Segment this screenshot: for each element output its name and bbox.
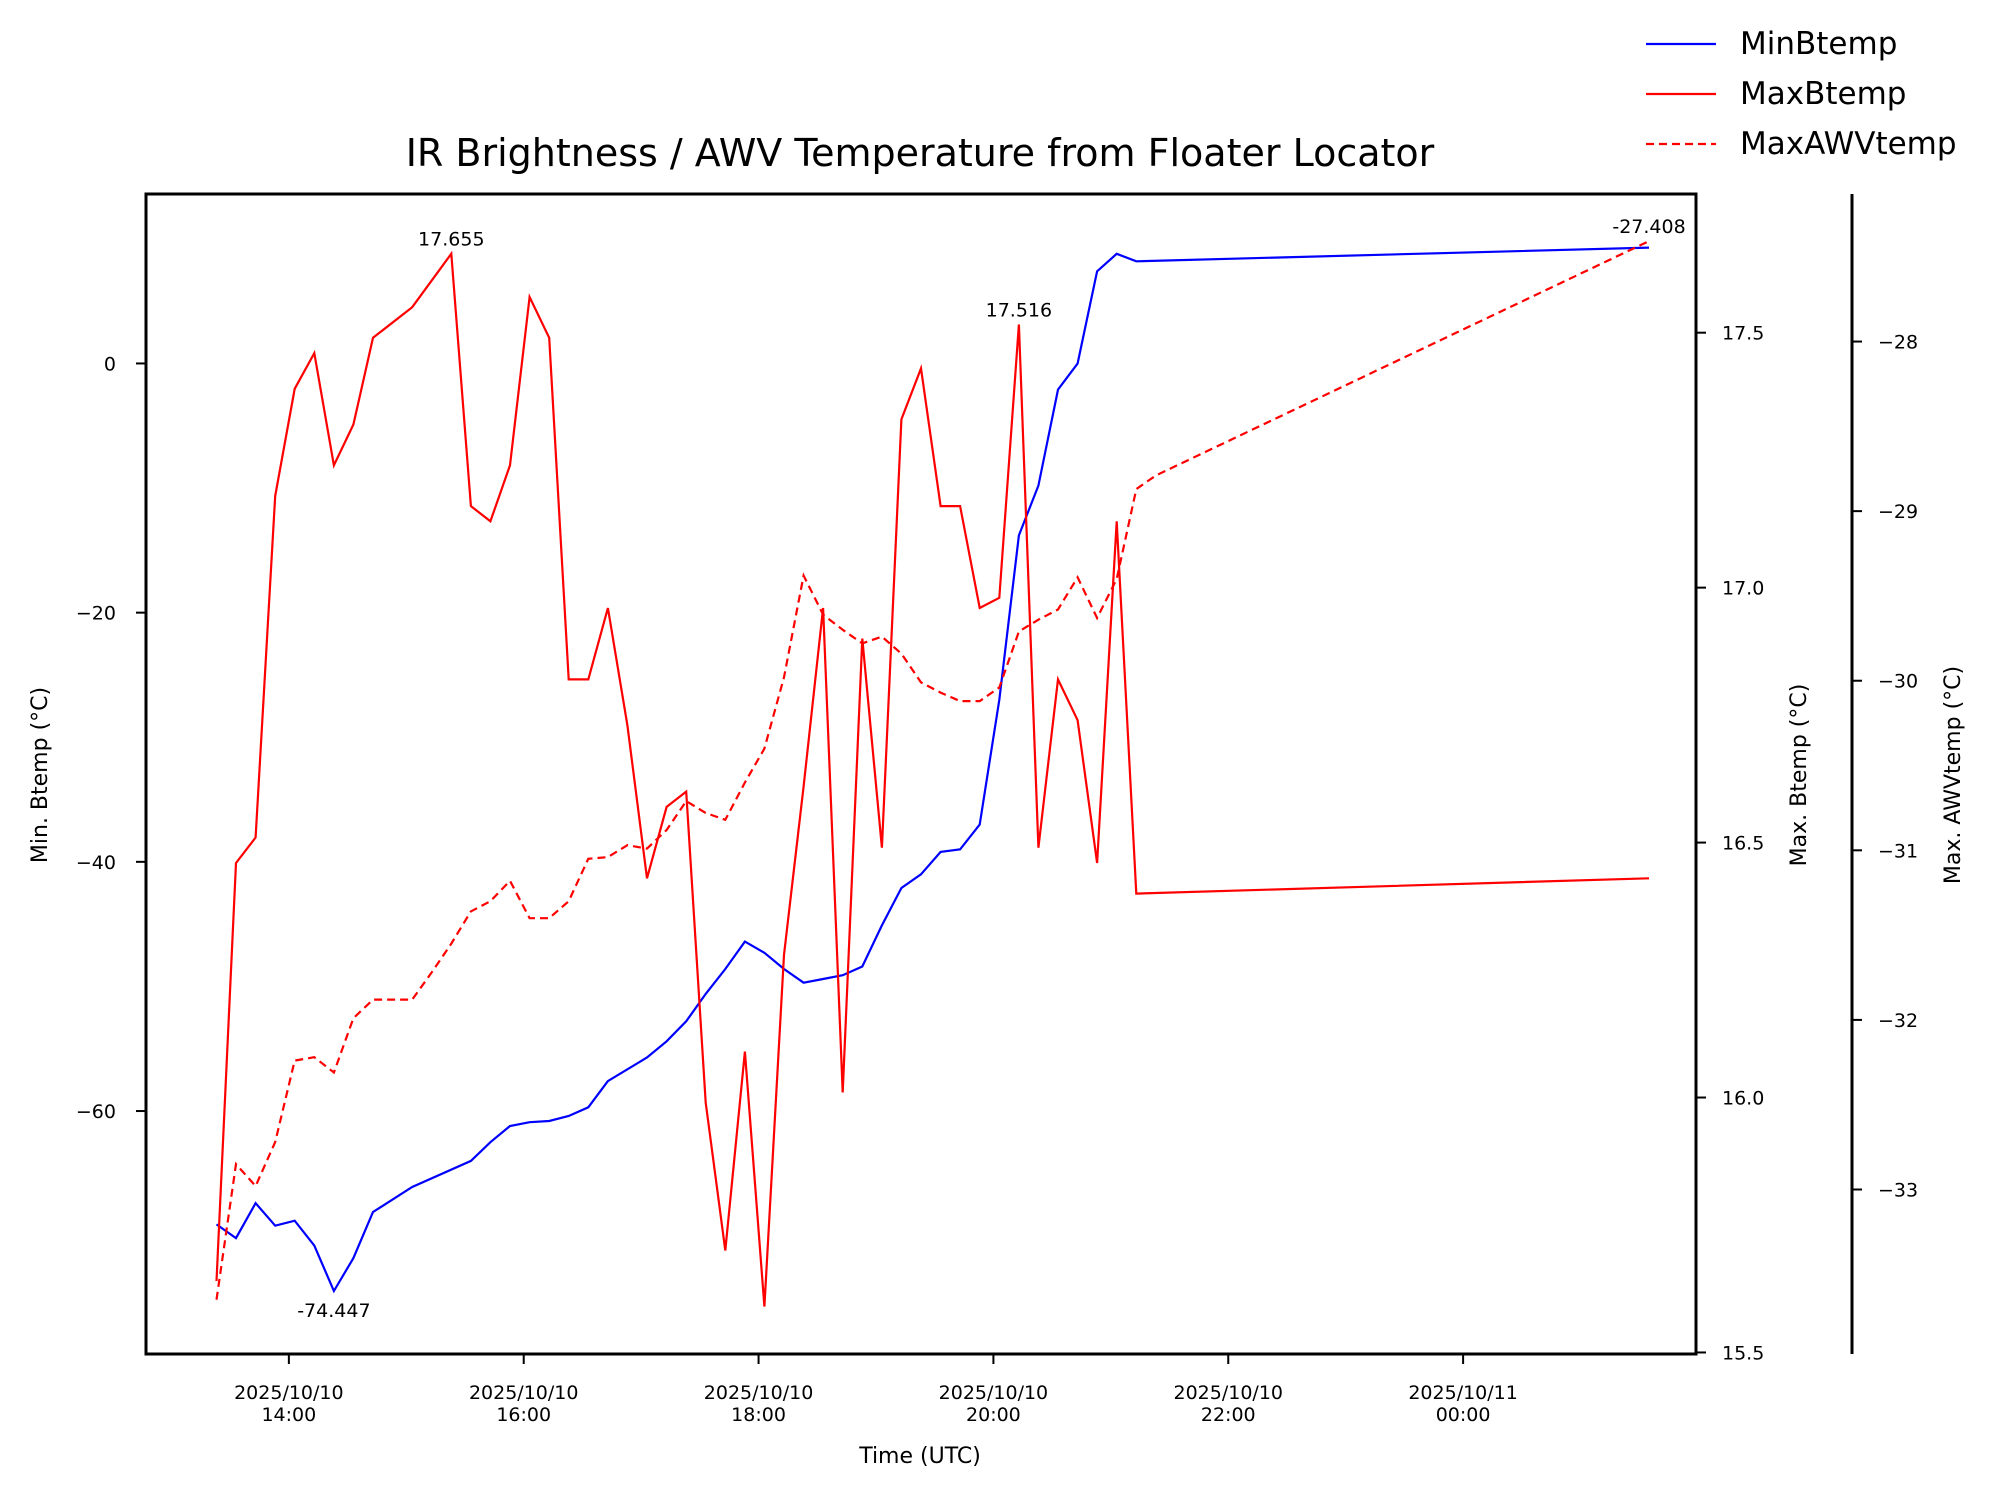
y-tick-label-min: −60	[76, 1101, 116, 1123]
y-tick-label-max: 16.0	[1722, 1088, 1764, 1110]
x-tick-label-date: 2025/10/10	[704, 1382, 814, 1404]
y-tick-label-awv: −33	[1878, 1179, 1918, 1201]
chart-title: IR Brightness / AWV Temperature from Flo…	[406, 131, 1435, 175]
x-tick-label-time: 14:00	[261, 1404, 316, 1426]
x-tick-label-time: 00:00	[1436, 1404, 1491, 1426]
y-tick-label-awv: −32	[1878, 1010, 1918, 1032]
y-tick-label-max: 17.0	[1722, 578, 1764, 600]
legend-label-maxbtemp: MaxBtemp	[1740, 76, 1906, 112]
annotation-label: 17.516	[986, 300, 1052, 322]
y-axis-ticks-max-btemp: 17.5 17.0 16.5 16.0 15.5	[1696, 323, 1764, 1364]
x-tick-label-date: 2025/10/10	[939, 1382, 1049, 1404]
x-tick-label-time: 18:00	[731, 1404, 786, 1426]
series-line-minbtemp	[215, 246, 1650, 1294]
plot-series	[215, 240, 1650, 1307]
y-tick-label-awv: −31	[1878, 840, 1918, 862]
y-tick-label-max: 16.5	[1722, 833, 1764, 855]
y-axis-title-min-btemp: Min. Btemp (°C)	[28, 687, 53, 863]
y-tick-label-awv: −29	[1878, 501, 1918, 523]
y-tick-label-min: −40	[76, 852, 116, 874]
y-tick-label-max: 17.5	[1722, 323, 1764, 345]
annotation-label: 17.655	[418, 229, 484, 251]
y-tick-label-min: 0	[104, 353, 116, 375]
y-axis-title-max-btemp: Max. Btemp (°C)	[1787, 684, 1812, 867]
annotation-label: -74.447	[297, 1300, 370, 1322]
x-axis-ticks: 2025/10/1014:002025/10/1016:002025/10/10…	[234, 1354, 1518, 1426]
series-line-maxawvtemp	[215, 240, 1650, 1300]
x-tick-label-date: 2025/10/10	[234, 1382, 344, 1404]
y-tick-label-awv: −28	[1878, 332, 1918, 354]
x-tick-label-time: 20:00	[966, 1404, 1021, 1426]
legend-label-maxawvtemp: MaxAWVtemp	[1740, 126, 1957, 162]
y-axis-ticks-min-btemp: 0 −20 −40 −60	[76, 353, 146, 1123]
legend: MinBtemp MaxBtemp MaxAWVtemp	[1646, 26, 1957, 162]
y-axis-ticks-max-awvtemp: −28 −29 −30 −31 −32 −33	[1852, 332, 1918, 1201]
annotations: 17.655 17.516 -74.447 -27.408	[297, 216, 1685, 1322]
x-tick-label-date: 2025/10/10	[469, 1382, 579, 1404]
plot-area-frame	[144, 192, 1698, 1356]
x-tick-label-time: 22:00	[1201, 1404, 1256, 1426]
x-tick-label-time: 16:00	[496, 1404, 551, 1426]
y-axis-title-max-awvtemp: Max. AWVtemp (°C)	[1941, 666, 1966, 884]
x-axis-title: Time (UTC)	[858, 1444, 981, 1469]
y-tick-label-max: 15.5	[1722, 1342, 1764, 1364]
annotation-label: -27.408	[1612, 216, 1685, 238]
series-line-maxbtemp	[215, 250, 1650, 1307]
legend-label-minbtemp: MinBtemp	[1740, 26, 1897, 62]
y-tick-label-min: −20	[76, 603, 116, 625]
x-tick-label-date: 2025/10/10	[1174, 1382, 1284, 1404]
x-tick-label-date: 2025/10/11	[1408, 1382, 1518, 1404]
y-tick-label-awv: −30	[1878, 671, 1918, 693]
